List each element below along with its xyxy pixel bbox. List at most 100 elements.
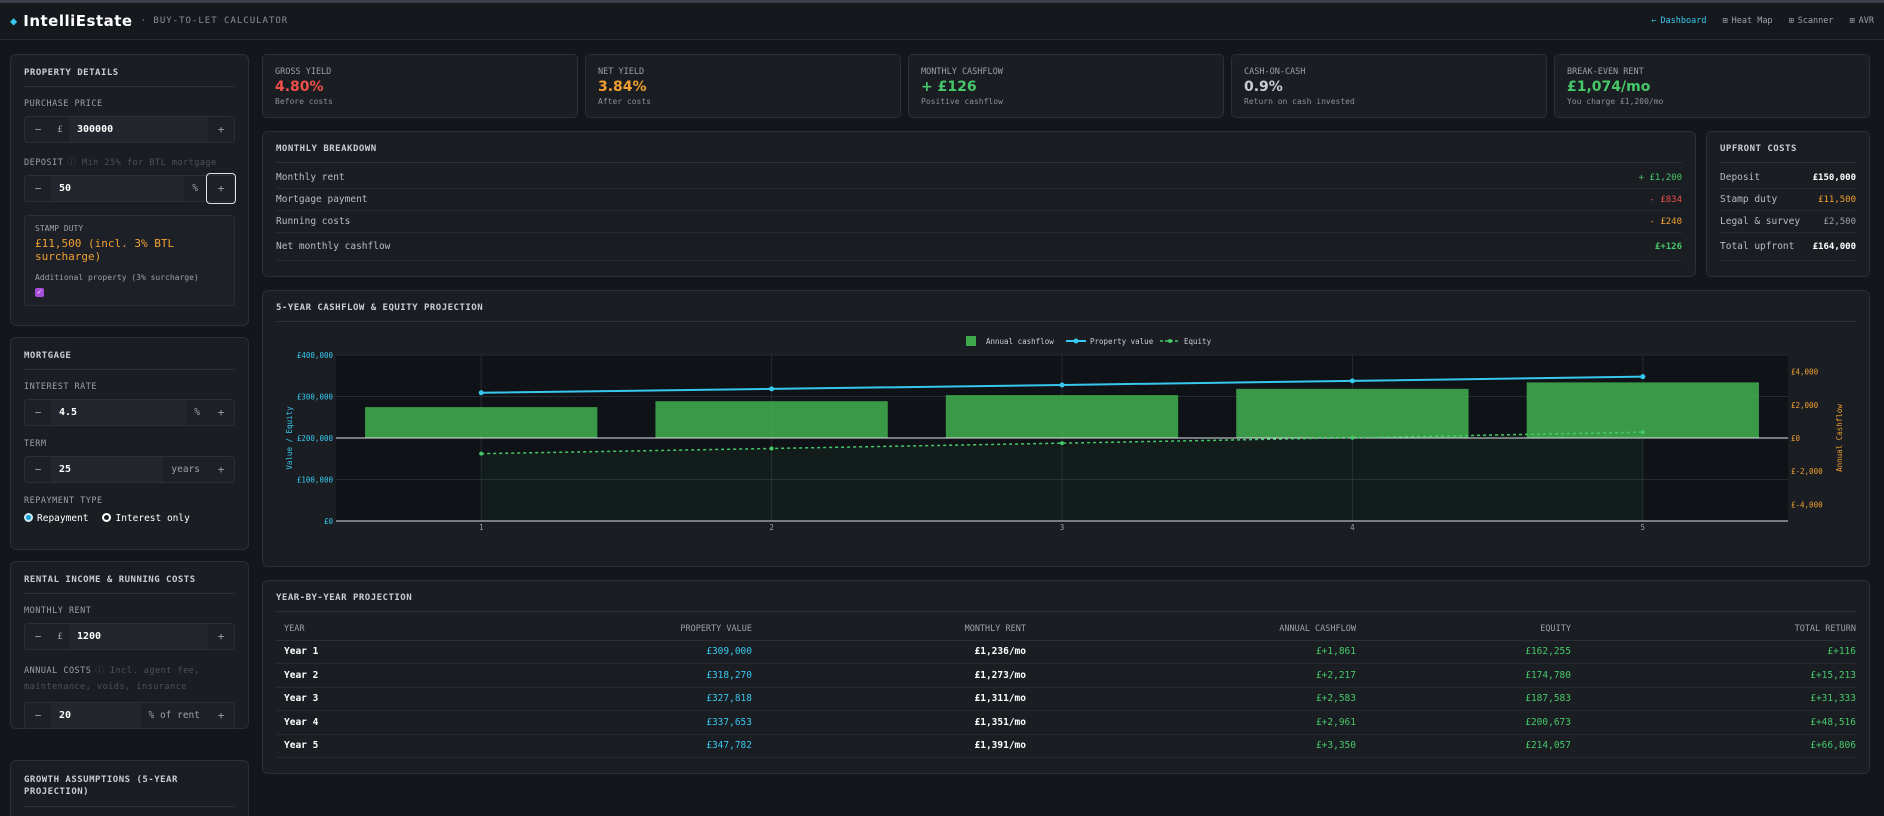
deposit-input[interactable]: 50 bbox=[51, 176, 185, 201]
legend-label-cashflow: Annual cashflow bbox=[986, 337, 1054, 346]
legend-marker-property-value bbox=[1073, 338, 1079, 344]
kpi-sub: After costs bbox=[598, 97, 651, 106]
deposit-hint: ⓘ Min 25% for BTL mortgage bbox=[67, 158, 217, 168]
kpi-value: 3.84% bbox=[598, 79, 647, 95]
interest-rate-input[interactable]: 4.5 bbox=[51, 400, 187, 425]
cell-year: Year 1 bbox=[276, 640, 396, 664]
kpi-break-even-rent: BREAK-EVEN RENT £1,074/mo You charge £1,… bbox=[1554, 54, 1870, 118]
app-subtitle: · BUY-TO-LET CALCULATOR bbox=[140, 16, 289, 26]
col-equity: EQUITY bbox=[1356, 618, 1571, 641]
scan-icon: ⊞ bbox=[1788, 16, 1794, 26]
monthly-breakdown-panel: MONTHLY BREAKDOWN Monthly rent + £1,200 M… bbox=[262, 131, 1696, 277]
deposit-decrement-button[interactable]: − bbox=[34, 182, 42, 195]
chart-title: 5-YEAR CASHFLOW & EQUITY PROJECTION bbox=[276, 303, 1856, 322]
property-value-point bbox=[1640, 374, 1646, 380]
term-input[interactable]: 25 bbox=[51, 457, 164, 482]
projection-title: YEAR-BY-YEAR PROJECTION bbox=[276, 593, 1856, 612]
grid-icon: ⊞ bbox=[1722, 16, 1728, 26]
nav-dashboard[interactable]: ← Dashboard bbox=[1651, 16, 1707, 26]
rate-increment-button[interactable]: + bbox=[217, 406, 225, 419]
cell-year: Year 3 bbox=[276, 687, 396, 711]
term-label: TERM bbox=[24, 439, 47, 449]
upfront-costs-title: UPFRONT COSTS bbox=[1720, 144, 1856, 163]
table-header-row: YEAR PROPERTY VALUE MONTHLY RENT ANNUAL … bbox=[276, 618, 1856, 641]
purchase-price-input[interactable]: 300000 bbox=[69, 117, 208, 142]
costs-unit: % of rent bbox=[148, 710, 200, 721]
cashflow-bar bbox=[655, 401, 888, 438]
y-tick-right: £2,000 bbox=[1791, 401, 1819, 410]
radio-unselected-icon bbox=[102, 513, 112, 522]
cell-total-return: £+48,516 bbox=[1571, 710, 1856, 735]
monthly-rent-input[interactable]: 1200 bbox=[69, 624, 208, 649]
rental-panel: RENTAL INCOME & RUNNING COSTS MONTHLY RE… bbox=[10, 561, 249, 729]
y-tick-right: £4,000 bbox=[1791, 368, 1819, 377]
purchase-increment-button[interactable]: + bbox=[217, 123, 225, 136]
nav-scanner[interactable]: ⊞ Scanner bbox=[1788, 16, 1834, 26]
col-year: YEAR bbox=[276, 618, 396, 641]
upfront-costs-panel: UPFRONT COSTS Deposit £150,000 Stamp duty… bbox=[1706, 131, 1870, 277]
growth-panel: GROWTH ASSUMPTIONS (5-YEAR PROJECTION) bbox=[10, 760, 249, 816]
legend-label-property-value: Property value bbox=[1090, 337, 1154, 346]
y-axis-title-left: Value / Equity bbox=[285, 406, 294, 470]
purchase-decrement-button[interactable]: − bbox=[34, 123, 42, 136]
x-tick: 5 bbox=[1641, 523, 1646, 532]
purchase-price-stepper: − £ 300000 + bbox=[24, 116, 235, 143]
kpi-label: GROSS YIELD bbox=[275, 67, 332, 77]
stamp-duty-value: £11,500 (incl. 3% BTL surcharge) bbox=[35, 237, 175, 263]
upfront-row: Deposit £150,000 bbox=[1720, 167, 1856, 189]
top-nav: ← Dashboard ⊞ Heat Map ⊞ Scanner ⊞ AVR bbox=[1651, 16, 1874, 26]
table-row: Year 4 £337,653 £1,351/mo £+2,961 £200,673 £+… bbox=[276, 710, 1856, 735]
stamp-duty-box: STAMP DUTY £11,500 (incl. 3% BTL surchar… bbox=[24, 215, 235, 306]
rent-decrement-button[interactable]: − bbox=[34, 630, 42, 643]
equity-point bbox=[479, 451, 484, 456]
rate-decrement-button[interactable]: − bbox=[34, 406, 42, 419]
kpi-sub: Before costs bbox=[275, 97, 333, 106]
deposit-unit: % bbox=[192, 183, 198, 194]
deposit-increment-button[interactable]: + bbox=[206, 173, 236, 204]
term-decrement-button[interactable]: − bbox=[34, 463, 42, 476]
cashflow-bar bbox=[945, 395, 1179, 438]
kpi-label: CASH-ON-CASH bbox=[1244, 67, 1306, 77]
chart-icon: ⊞ bbox=[1849, 16, 1855, 26]
legend-swatch-cashflow bbox=[966, 336, 976, 346]
annual-costs-input[interactable]: 20 bbox=[51, 703, 141, 728]
repayment-type-group: Repayment Interest only bbox=[24, 513, 235, 524]
y-tick-right: £-4,000 bbox=[1791, 500, 1823, 509]
rent-increment-button[interactable]: + bbox=[217, 630, 225, 643]
breakdown-row: Net monthly cashflow £+126 bbox=[276, 233, 1682, 261]
equity-point bbox=[1060, 441, 1064, 446]
equity-point bbox=[1640, 430, 1645, 435]
table-row: Year 3 £327,818 £1,311/mo £+2,583 £187,583 £+… bbox=[276, 687, 1856, 711]
term-increment-button[interactable]: + bbox=[217, 463, 225, 476]
x-tick: 2 bbox=[769, 523, 774, 532]
growth-title: GROWTH ASSUMPTIONS (5-YEAR PROJECTION) bbox=[24, 774, 235, 807]
radio-selected-icon bbox=[24, 513, 33, 522]
deposit-stepper: − 50 % + bbox=[24, 173, 236, 204]
radio-interest-only[interactable]: Interest only bbox=[102, 513, 190, 524]
currency-prefix: £ bbox=[57, 124, 63, 135]
kpi-label: MONTHLY CASHFLOW bbox=[921, 67, 1003, 77]
costs-increment-button[interactable]: + bbox=[217, 709, 225, 722]
logo-icon: ◆ bbox=[10, 14, 18, 28]
additional-property-checkbox[interactable]: ✓ bbox=[35, 288, 44, 297]
chart-lines bbox=[478, 374, 1646, 521]
mortgage-panel: MORTGAGE INTEREST RATE − 4.5 % + TERM − … bbox=[10, 337, 249, 550]
cell-year: Year 4 bbox=[276, 710, 396, 735]
stamp-duty-label: STAMP DUTY bbox=[35, 224, 84, 233]
currency-prefix: £ bbox=[57, 631, 63, 642]
cell-monthly-rent: £1,351/mo bbox=[752, 710, 1026, 735]
radio-repayment[interactable]: Repayment bbox=[24, 513, 88, 524]
nav-avr[interactable]: ⊞ AVR bbox=[1849, 16, 1874, 26]
x-tick: 3 bbox=[1060, 523, 1065, 532]
term-stepper: − 25 years + bbox=[24, 456, 235, 483]
kpi-cash-on-cash: CASH-ON-CASH 0.9% Return on cash investe… bbox=[1231, 54, 1547, 118]
cell-monthly-rent: £1,391/mo bbox=[752, 734, 1026, 758]
kpi-value: + £126 bbox=[921, 79, 977, 95]
cashflow-bars bbox=[336, 382, 1788, 522]
table-row: Year 2 £318,270 £1,273/mo £+2,217 £174,780 £+… bbox=[276, 663, 1856, 688]
kpi-monthly-cashflow: MONTHLY CASHFLOW + £126 Positive cashflo… bbox=[908, 54, 1224, 118]
nav-heat-map[interactable]: ⊞ Heat Map bbox=[1722, 16, 1773, 26]
costs-decrement-button[interactable]: − bbox=[34, 709, 42, 722]
cell-annual-cashflow: £+2,961 bbox=[1026, 710, 1356, 735]
y-axis-title-right: Annual Cashflow bbox=[1835, 404, 1844, 472]
